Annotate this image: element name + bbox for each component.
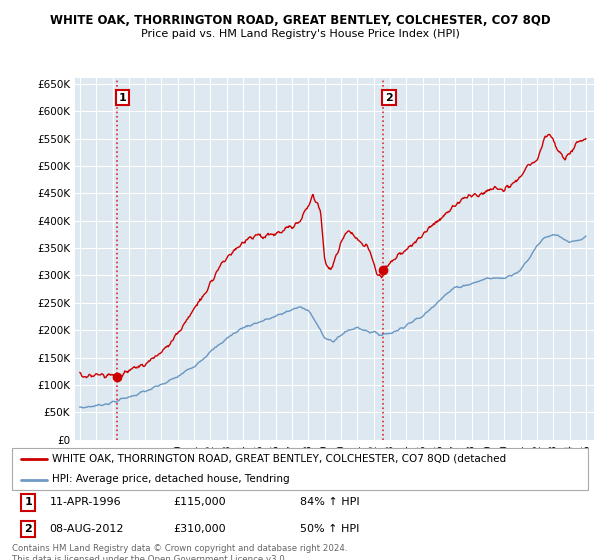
Text: 11-APR-1996: 11-APR-1996 <box>49 497 121 507</box>
Text: 50% ↑ HPI: 50% ↑ HPI <box>300 524 359 534</box>
Text: 08-AUG-2012: 08-AUG-2012 <box>49 524 124 534</box>
Text: WHITE OAK, THORRINGTON ROAD, GREAT BENTLEY, COLCHESTER, CO7 8QD (detached: WHITE OAK, THORRINGTON ROAD, GREAT BENTL… <box>52 454 506 464</box>
Text: 84% ↑ HPI: 84% ↑ HPI <box>300 497 359 507</box>
Text: £115,000: £115,000 <box>173 497 226 507</box>
Text: 2: 2 <box>24 524 32 534</box>
FancyBboxPatch shape <box>12 448 588 490</box>
Text: HPI: Average price, detached house, Tendring: HPI: Average price, detached house, Tend… <box>52 474 290 484</box>
Text: 2: 2 <box>385 92 393 102</box>
Text: WHITE OAK, THORRINGTON ROAD, GREAT BENTLEY, COLCHESTER, CO7 8QD: WHITE OAK, THORRINGTON ROAD, GREAT BENTL… <box>50 14 550 27</box>
Text: Contains HM Land Registry data © Crown copyright and database right 2024.
This d: Contains HM Land Registry data © Crown c… <box>12 544 347 560</box>
Text: 1: 1 <box>24 497 32 507</box>
Text: Price paid vs. HM Land Registry's House Price Index (HPI): Price paid vs. HM Land Registry's House … <box>140 29 460 39</box>
Text: 1: 1 <box>119 92 127 102</box>
Text: £310,000: £310,000 <box>173 524 226 534</box>
